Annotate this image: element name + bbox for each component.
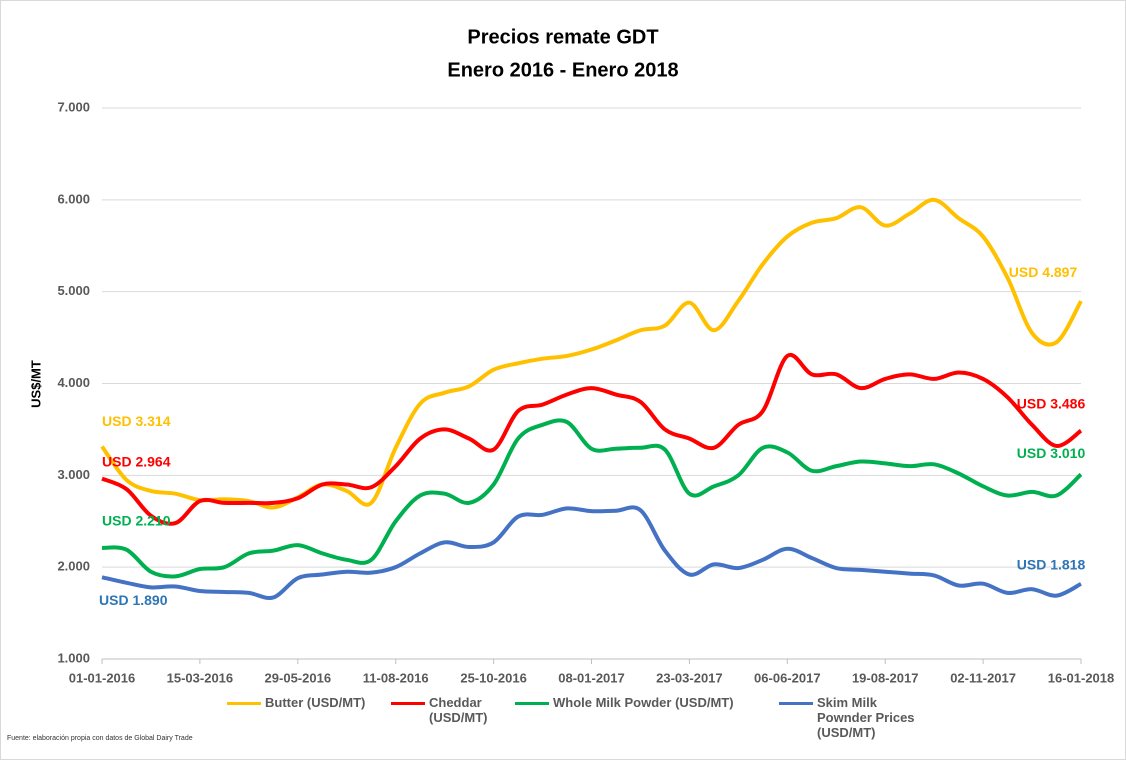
- x-tick-label: 01-01-2016: [69, 670, 136, 685]
- y-tick-label: 4.000: [57, 375, 90, 390]
- legend-label: Whole Milk Powder (USD/MT): [553, 695, 734, 710]
- x-tick-label: 19-08-2017: [852, 670, 919, 685]
- legend-label: Cheddar (USD/MT): [429, 695, 488, 725]
- x-tick-label: 15-03-2016: [167, 670, 234, 685]
- data-label: USD 4.897: [1009, 264, 1078, 280]
- legend-label: Butter (USD/MT): [265, 695, 366, 710]
- source-note: Fuente: elaboración propia con datos de …: [7, 735, 193, 742]
- legend-item: Skim Milk Pownder Prices (USD/MT): [779, 695, 929, 740]
- chart-subtitle: Enero 2016 - Enero 2018: [447, 59, 678, 81]
- series-line: [101, 418, 1083, 579]
- y-tick-label: 1.000: [57, 650, 90, 665]
- data-label: USD 1.818: [1017, 557, 1086, 573]
- x-tick-label: 16-01-2018: [1048, 670, 1115, 685]
- data-label: USD 2.210: [102, 513, 171, 529]
- legend-swatch: [227, 702, 261, 705]
- series-line: [101, 352, 1083, 526]
- legend-swatch: [515, 702, 549, 705]
- data-label: USD 3.010: [1017, 445, 1086, 461]
- x-tick-label: 08-01-2017: [558, 670, 625, 685]
- legend: Butter (USD/MT) Cheddar (USD/MT) Whole Mil…: [227, 695, 929, 740]
- legend-label: Skim Milk Pownder Prices (USD/MT): [817, 695, 915, 740]
- y-tick-label: 6.000: [57, 191, 90, 206]
- x-tick-label: 23-03-2017: [656, 670, 723, 685]
- y-tick-label: 2.000: [57, 559, 90, 574]
- data-label: USD 2.964: [102, 453, 171, 469]
- y-axis-label: US$/MT: [28, 360, 43, 408]
- y-tick-label: 3.000: [57, 467, 90, 482]
- legend-item: Whole Milk Powder (USD/MT): [515, 695, 765, 740]
- x-tick-label: 11-08-2016: [363, 670, 429, 685]
- legend-item: Cheddar (USD/MT): [391, 695, 501, 740]
- y-tick-label: 5.000: [57, 283, 90, 298]
- data-label: USD 3.486: [1017, 395, 1086, 411]
- legend-item: Butter (USD/MT): [227, 695, 377, 740]
- chart-title: Precios remate GDT: [467, 26, 658, 48]
- data-label: USD 3.314: [102, 413, 171, 429]
- legend-swatch: [391, 702, 425, 705]
- data-label: USD 1.890: [99, 592, 168, 608]
- x-tick-label: 29-05-2016: [265, 670, 332, 685]
- legend-swatch: [779, 702, 813, 705]
- series-line: [100, 197, 1083, 510]
- y-tick-label: 7.000: [57, 99, 90, 114]
- series-line: [101, 505, 1082, 601]
- x-tick-label: 25-10-2016: [460, 670, 527, 685]
- x-tick-label: 06-06-2017: [754, 670, 821, 685]
- x-tick-label: 02-11-2017: [950, 670, 1016, 685]
